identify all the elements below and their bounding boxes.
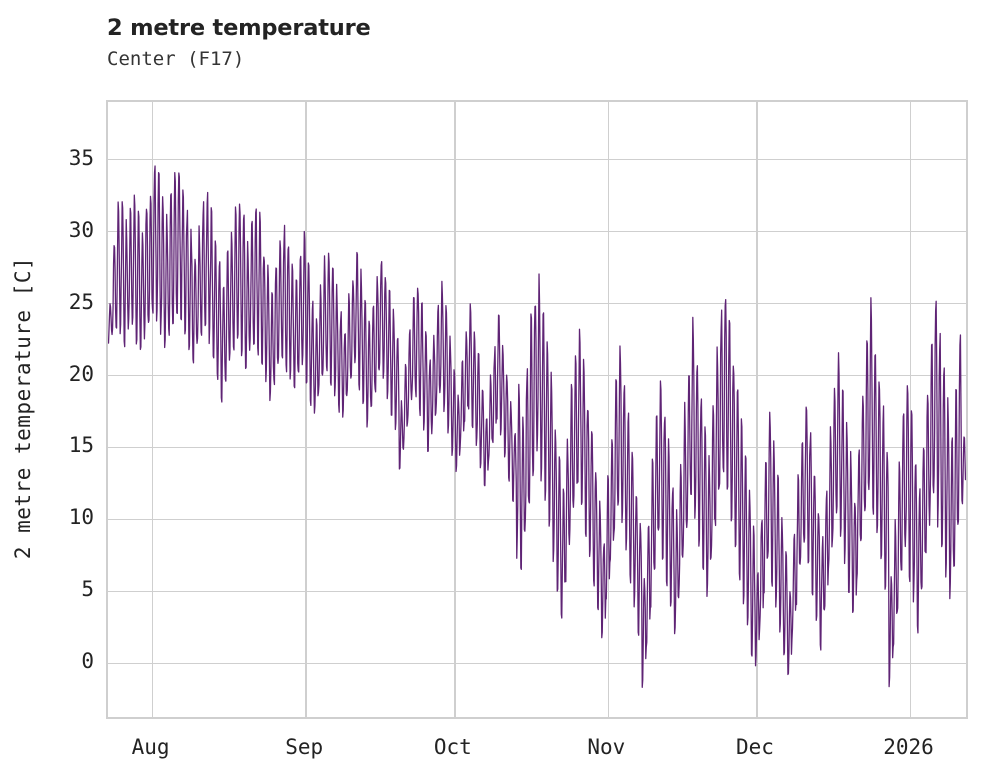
y-axis-label-text: 2 metre temperature [C]	[11, 256, 35, 560]
y-tick-label: 20	[68, 361, 94, 386]
title-block: 2 metre temperature Center (F17)	[107, 14, 907, 72]
x-tick-label: Dec	[736, 735, 774, 759]
gridline-horizontal	[108, 662, 966, 665]
x-tick-label: Aug	[131, 735, 170, 759]
y-tick-label: 5	[81, 577, 94, 602]
gridline-vertical	[151, 102, 154, 717]
x-tick-label: Nov	[587, 735, 626, 759]
x-tick-label: 2026	[883, 735, 934, 759]
gridline-vertical	[756, 102, 758, 717]
gridline-horizontal	[108, 590, 966, 593]
x-tick-label: Oct	[433, 735, 472, 759]
plot-inner	[108, 102, 966, 717]
plot-area	[106, 100, 968, 719]
y-tick-label: 15	[68, 433, 94, 458]
gridline-vertical	[909, 102, 912, 717]
series-line-2-metre-temperature	[108, 165, 966, 688]
y-tick-label: 0	[81, 649, 94, 674]
y-axis-label: 2 metre temperature [C]	[0, 0, 46, 782]
series-path	[108, 165, 966, 688]
gridline-vertical	[305, 102, 307, 717]
y-tick-label: 30	[68, 217, 94, 242]
gridline-horizontal	[108, 158, 966, 161]
gridline-horizontal	[108, 374, 966, 377]
chart-title: 2 metre temperature	[107, 15, 371, 41]
gridline-horizontal	[108, 230, 966, 233]
y-tick-label: 10	[68, 505, 94, 530]
x-tick-label: Sep	[285, 735, 324, 759]
gridline-vertical	[607, 102, 610, 717]
y-tick-label: 35	[68, 145, 94, 170]
gridline-horizontal	[108, 518, 966, 521]
gridline-horizontal	[108, 302, 966, 305]
y-tick-label: 25	[68, 289, 94, 314]
chart-subtitle: Center (F17)	[107, 48, 245, 70]
